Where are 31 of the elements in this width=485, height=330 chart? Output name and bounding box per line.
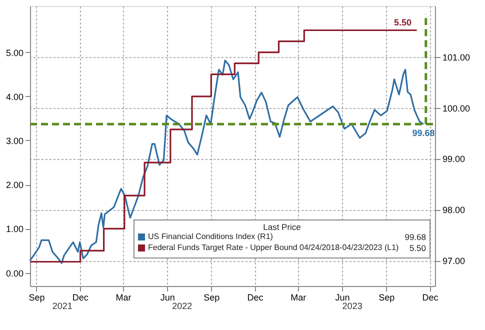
y-tick-label: 3.00 — [6, 136, 24, 146]
text: 2022 — [172, 301, 192, 311]
x-tick-label: Mar — [290, 292, 306, 302]
y-tick-label: 2.00 — [6, 180, 24, 190]
legend-label: US Financial Conditions Index (R1) — [148, 232, 274, 241]
y-tick-label: 4.00 — [6, 92, 24, 102]
y2-tick-label: 97.00 — [442, 256, 466, 266]
y2-tick-label: 98.00 — [442, 205, 466, 216]
data-label: 5.50 — [394, 17, 412, 28]
y2-tick-label: 99.00 — [442, 154, 466, 164]
y2-tick-label: 101.00 — [442, 52, 470, 62]
x-tick-label: Dec — [72, 292, 89, 302]
x-tick-label: Jun — [335, 292, 350, 302]
x-tick-label: Sep — [204, 292, 220, 302]
x-tick-label: Sep — [378, 292, 395, 302]
y-tick-label: 0.00 — [6, 268, 24, 278]
x-tick-label: Mar — [116, 292, 132, 302]
x-tick-label: Dec — [247, 292, 264, 302]
legend-label: Federal Funds Target Rate - Upper Bound 04/24/2018-04/23/2023 (L1) — [148, 243, 400, 252]
x-tick-label: Jun — [160, 292, 175, 302]
text: 5.50 — [409, 243, 426, 253]
text: 99.68 — [404, 232, 426, 242]
y-tick-label: 1.00 — [6, 224, 24, 234]
data-label: 99.68 — [412, 128, 435, 138]
text: 2021 — [52, 301, 72, 311]
y-tick-label: 5.00 — [6, 48, 24, 58]
text: 2023 — [342, 301, 362, 311]
x-tick-label: Dec — [422, 292, 439, 302]
legend-title: Last Price — [263, 222, 302, 232]
y2-tick-label: 100.00 — [442, 103, 470, 114]
x-tick-label: Sep — [28, 292, 45, 302]
